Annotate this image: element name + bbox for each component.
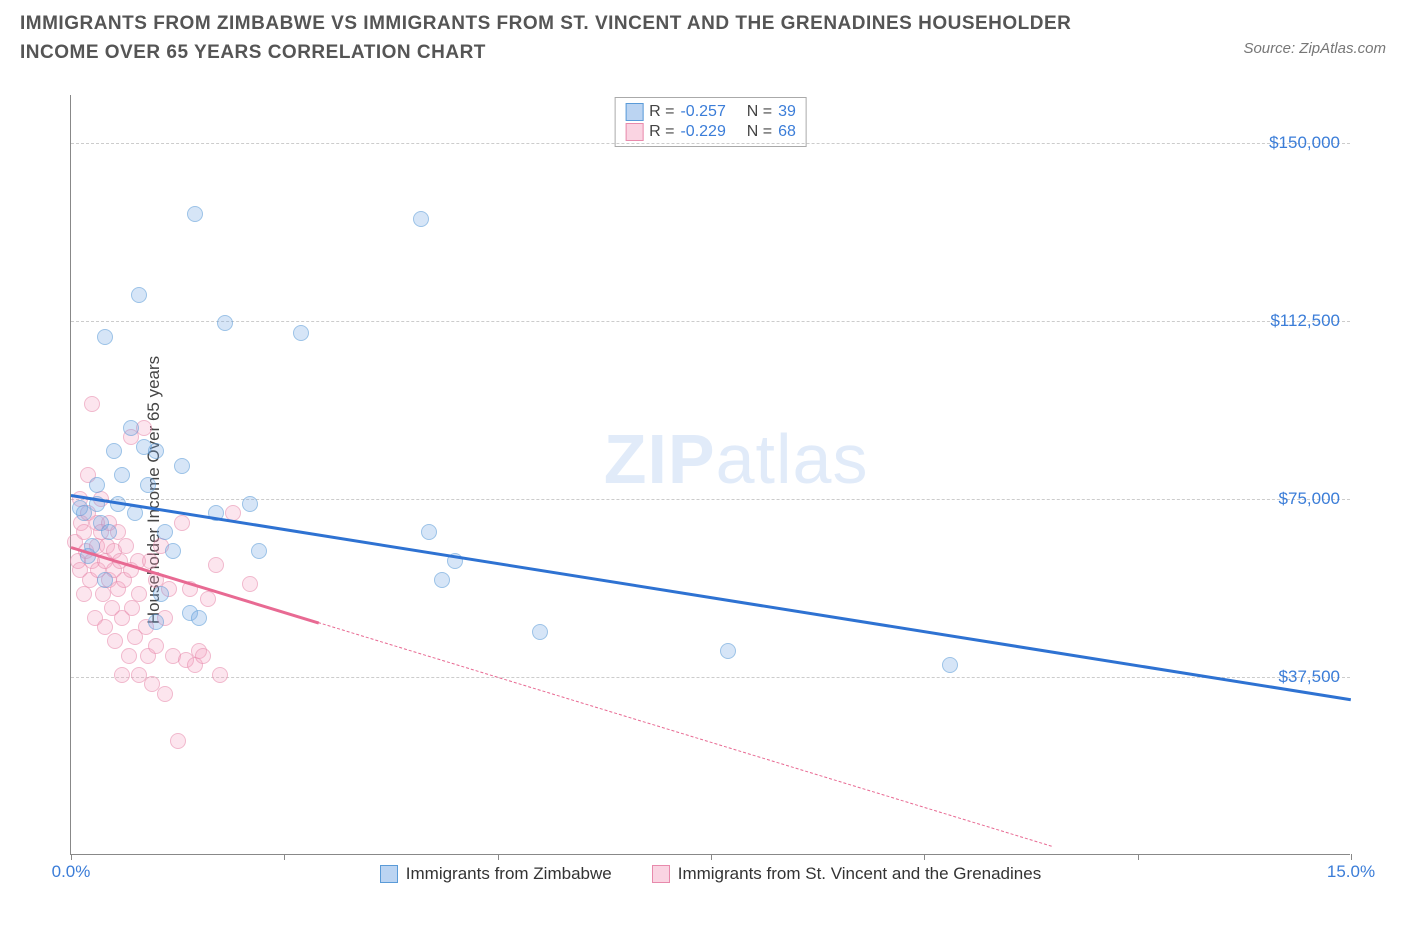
x-tick — [924, 854, 925, 860]
blue-series-label: Immigrants from Zimbabwe — [406, 864, 612, 884]
data-point — [191, 610, 207, 626]
x-tick — [711, 854, 712, 860]
data-point — [84, 396, 100, 412]
y-tick-label: $150,000 — [1269, 133, 1340, 153]
pink-series-label: Immigrants from St. Vincent and the Gren… — [678, 864, 1041, 884]
data-point — [106, 443, 122, 459]
series-legend: Immigrants from Zimbabwe Immigrants from… — [71, 864, 1350, 884]
x-tick-label: 0.0% — [52, 862, 91, 882]
data-point — [107, 633, 123, 649]
x-tick — [284, 854, 285, 860]
data-point — [124, 600, 140, 616]
data-point — [148, 638, 164, 654]
data-point — [174, 515, 190, 531]
pink-swatch-icon — [625, 123, 643, 141]
data-point — [118, 538, 134, 554]
chart-area: Householder Income Over 65 years ZIPatla… — [50, 95, 1380, 885]
gridline — [71, 321, 1350, 322]
blue-swatch-icon — [625, 103, 643, 121]
data-point — [170, 733, 186, 749]
data-point — [148, 614, 164, 630]
data-point — [212, 667, 228, 683]
data-point — [114, 467, 130, 483]
data-point — [97, 619, 113, 635]
x-tick — [1351, 854, 1352, 860]
source-label: Source: ZipAtlas.com — [1243, 40, 1386, 57]
y-tick-label: $75,000 — [1279, 489, 1340, 509]
data-point — [187, 206, 203, 222]
data-point — [251, 543, 267, 559]
watermark: ZIPatlas — [604, 419, 869, 499]
data-point — [121, 648, 137, 664]
data-point — [97, 572, 113, 588]
correlation-legend: R = -0.257 N = 39 R = -0.229 N = 68 — [614, 97, 807, 147]
pink-swatch-icon — [652, 865, 670, 883]
x-tick — [1138, 854, 1139, 860]
trend-line — [318, 622, 1052, 847]
data-point — [101, 524, 117, 540]
data-point — [217, 315, 233, 331]
y-tick-label: $112,500 — [1270, 311, 1340, 331]
data-point — [242, 576, 258, 592]
data-point — [97, 329, 113, 345]
data-point — [76, 586, 92, 602]
data-point — [131, 586, 147, 602]
data-point — [140, 477, 156, 493]
data-point — [208, 557, 224, 573]
y-tick-label: $37,500 — [1279, 667, 1340, 687]
data-point — [89, 477, 105, 493]
gridline — [71, 499, 1350, 500]
trend-line — [71, 494, 1351, 701]
chart-title: IMMIGRANTS FROM ZIMBABWE VS IMMIGRANTS F… — [20, 10, 1120, 67]
scatter-plot: ZIPatlas R = -0.257 N = 39 R = -0.229 N … — [70, 95, 1350, 855]
data-point — [421, 524, 437, 540]
data-point — [157, 686, 173, 702]
data-point — [242, 496, 258, 512]
data-point — [413, 211, 429, 227]
data-point — [142, 553, 158, 569]
x-tick — [498, 854, 499, 860]
blue-swatch-icon — [380, 865, 398, 883]
data-point — [157, 524, 173, 540]
data-point — [123, 420, 139, 436]
data-point — [942, 657, 958, 673]
data-point — [293, 325, 309, 341]
x-tick-label: 15.0% — [1327, 862, 1375, 882]
data-point — [148, 443, 164, 459]
data-point — [165, 543, 181, 559]
gridline — [71, 143, 1350, 144]
gridline — [71, 677, 1350, 678]
data-point — [153, 586, 169, 602]
data-point — [434, 572, 450, 588]
data-point — [114, 667, 130, 683]
data-point — [200, 591, 216, 607]
data-point — [174, 458, 190, 474]
data-point — [720, 643, 736, 659]
data-point — [131, 287, 147, 303]
data-point — [532, 624, 548, 640]
x-tick — [71, 854, 72, 860]
data-point — [195, 648, 211, 664]
